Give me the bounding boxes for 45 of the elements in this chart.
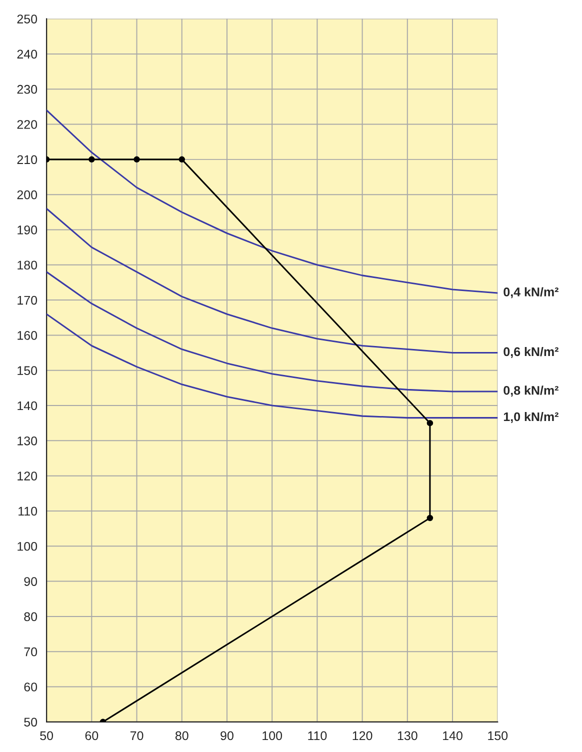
y-tick-label: 210 <box>17 155 38 164</box>
y-tick-label: 170 <box>18 296 38 305</box>
y-tick-label: 120 <box>18 472 38 480</box>
y-tick-label: 240 <box>17 50 38 59</box>
point <box>426 514 434 522</box>
series-label: 1,0 kN/m² <box>504 412 558 423</box>
y-tick-label: 80 <box>24 612 38 622</box>
y-tick-label: 180 <box>18 260 38 270</box>
y-tick-label: 190 <box>18 226 38 234</box>
y-tick-label: 70 <box>24 647 38 656</box>
y-tick-label: 140 <box>18 401 38 410</box>
x-tick-label: 60 <box>85 731 98 740</box>
line-series <box>46 271 498 392</box>
series-label: 0,6 kN/m² <box>504 346 558 358</box>
point <box>426 420 434 426</box>
x-tick-label: 70 <box>130 731 144 740</box>
y-tick-label: 150 <box>18 366 38 376</box>
y-tick-label: 90 <box>24 577 38 586</box>
y-tick-label: 200 <box>17 190 38 200</box>
x-tick-label: 110 <box>308 731 327 740</box>
y-tick-label: 220 <box>17 120 38 129</box>
y-tick-label: 230 <box>17 84 38 94</box>
x-tick-label: 130 <box>398 731 418 740</box>
x-tick-label: 140 <box>443 731 462 740</box>
y-tick-label: 160 <box>18 331 38 340</box>
x-tick-label: 150 <box>488 731 508 740</box>
line-series <box>46 208 498 354</box>
line-series <box>46 109 498 294</box>
point <box>134 156 140 163</box>
series-label: 0,8 kN/m² <box>504 386 558 397</box>
x-tick-label: 80 <box>175 731 188 740</box>
series-label: 0,4 kN/m² <box>504 287 558 298</box>
x-tick-label: 120 <box>352 731 372 740</box>
y-tick-label: 250 <box>17 14 38 24</box>
x-tick-label: 90 <box>220 731 234 740</box>
y-tick-label: 60 <box>24 682 38 692</box>
y-tick-label: 50 <box>24 718 38 727</box>
point <box>88 156 95 163</box>
y-tick-label: 110 <box>18 506 38 516</box>
line-series <box>46 313 498 419</box>
x-tick-label: 100 <box>262 731 282 740</box>
y-tick-label: 100 <box>18 542 38 551</box>
y-tick-label: 130 <box>18 436 38 446</box>
x-tick-label: 50 <box>40 731 54 740</box>
point <box>178 156 185 163</box>
